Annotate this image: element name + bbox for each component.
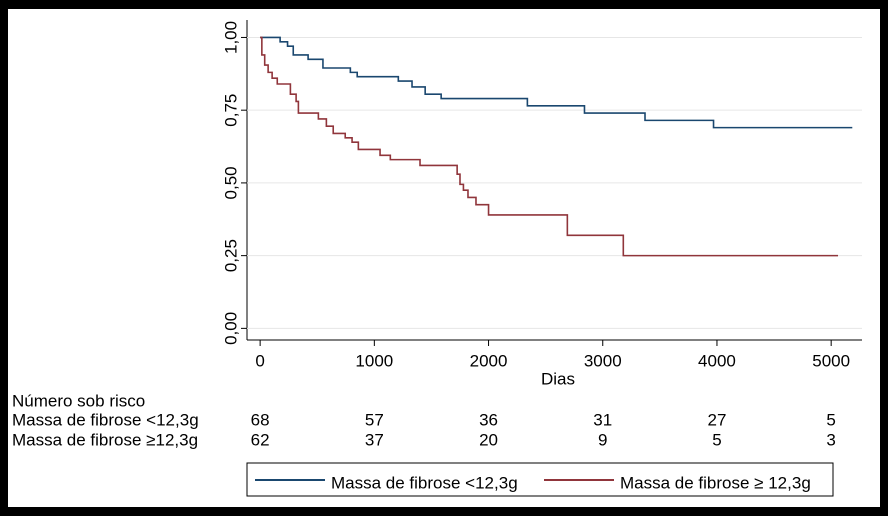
risk-value: 9 — [598, 430, 607, 449]
y-tick-label: 0,75 — [221, 94, 240, 127]
legend-label: Massa de fibrose <12,3g — [331, 473, 518, 492]
survival-line — [260, 36, 853, 129]
x-tick-label: 2000 — [470, 351, 508, 370]
x-axis-label: Dias — [541, 369, 575, 388]
risk-value: 36 — [479, 410, 498, 429]
risk-value: 5 — [712, 430, 721, 449]
legend-label: Massa de fibrose ≥ 12,3g — [620, 473, 811, 492]
risk-value: 68 — [251, 410, 270, 429]
x-tick-label: 5000 — [812, 351, 850, 370]
x-tick-label: 0 — [255, 351, 264, 370]
risk-value: 62 — [251, 430, 270, 449]
y-tick-label: 0,50 — [221, 166, 240, 199]
risk-value: 27 — [707, 410, 726, 429]
risk-value: 3 — [826, 430, 835, 449]
x-tick-label: 4000 — [698, 351, 736, 370]
risk-value: 20 — [479, 430, 498, 449]
y-tick-label: 1,00 — [221, 21, 240, 54]
survival-line — [260, 36, 839, 257]
risk-value: 37 — [365, 430, 384, 449]
y-tick-label: 0,00 — [221, 312, 240, 345]
risk-value: 31 — [593, 410, 612, 429]
risk-row-label: Massa de fibrose ≥12,3g — [12, 430, 198, 449]
risk-title: Número sob risco — [12, 391, 145, 410]
y-tick-label: 0,25 — [221, 239, 240, 272]
risk-value: 57 — [365, 410, 384, 429]
risk-row-label: Massa de fibrose <12,3g — [12, 410, 199, 429]
x-tick-label: 1000 — [355, 351, 393, 370]
x-tick-label: 3000 — [584, 351, 622, 370]
risk-value: 5 — [826, 410, 835, 429]
legend — [246, 462, 834, 497]
canvas — [8, 9, 880, 507]
